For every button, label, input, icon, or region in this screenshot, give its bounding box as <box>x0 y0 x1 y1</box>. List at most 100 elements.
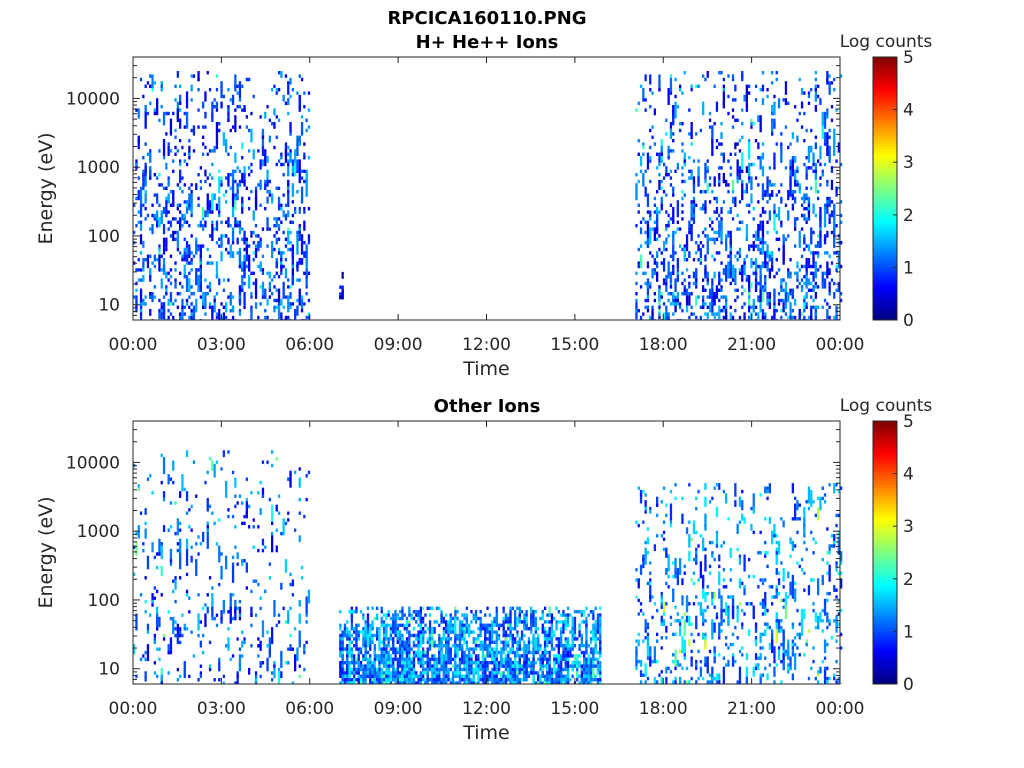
spectrogram-cell <box>823 210 827 228</box>
spectrogram-cell <box>835 639 838 643</box>
spectrogram-cell <box>729 312 732 320</box>
spectrogram-cell <box>199 261 202 265</box>
spectrogram-cell <box>169 292 173 303</box>
spectrogram-cell <box>289 305 292 309</box>
spectrogram-cell <box>248 196 251 201</box>
spectrogram-cell <box>653 268 656 272</box>
spectrogram-cell <box>695 663 698 667</box>
spectrogram-cell <box>135 268 138 272</box>
spectrogram-cell <box>672 298 675 303</box>
spectrogram-cell <box>532 678 535 682</box>
spectrogram-cell <box>727 111 730 116</box>
spectrogram-cell <box>674 619 677 623</box>
spectrogram-cell <box>275 135 278 139</box>
spectrogram-cell <box>720 278 723 282</box>
spectrogram-cell <box>761 152 765 160</box>
spectrogram-cell <box>227 508 230 512</box>
spectrogram-cell <box>662 619 666 626</box>
spectrogram-cell <box>144 674 147 682</box>
spectrogram-cell <box>692 602 696 606</box>
spectrogram-cell <box>282 213 285 218</box>
spectrogram-cell <box>718 166 721 170</box>
spectrogram-cell <box>752 217 755 221</box>
spectrogram-cell <box>158 254 161 272</box>
spectrogram-cell <box>791 309 794 313</box>
spectrogram-cell <box>557 667 560 672</box>
spectrogram-cell <box>137 268 140 272</box>
spectrogram-cell <box>766 302 769 306</box>
spectrogram-cell <box>642 98 645 102</box>
spectrogram-cell <box>378 647 381 651</box>
spectrogram-cell <box>539 678 542 682</box>
spectrogram-cell <box>807 94 811 99</box>
spectrogram-cell <box>271 241 274 258</box>
spectrogram-cell <box>440 613 443 624</box>
spectrogram-cell <box>708 224 712 228</box>
spectrogram-cell <box>447 640 450 644</box>
spectrogram-cell <box>560 678 563 682</box>
spectrogram-cell <box>706 166 709 170</box>
spectrogram-cell <box>183 247 186 252</box>
spectrogram-cell <box>810 295 813 299</box>
spectrogram-cell <box>156 258 159 262</box>
spectrogram-cell <box>810 309 813 320</box>
spectrogram-cell <box>176 305 179 309</box>
spectrogram-cell <box>692 312 696 316</box>
spectrogram-cell <box>137 108 140 119</box>
spectrogram-cell <box>165 132 168 136</box>
spectrogram-cell <box>160 105 163 109</box>
spectrogram-cell <box>596 661 600 665</box>
spectrogram-cell <box>190 285 193 289</box>
spectrogram-cell <box>738 581 742 589</box>
spectrogram-cell <box>231 227 235 231</box>
spectrogram-cell <box>472 650 475 655</box>
spectrogram-cell <box>830 636 834 640</box>
spectrogram-cell <box>275 528 278 532</box>
spectrogram-cell <box>731 196 735 204</box>
spectrogram-cell <box>339 664 342 668</box>
spectrogram-cell <box>507 616 510 621</box>
spectrogram-cell <box>715 207 719 211</box>
spectrogram-cell <box>428 678 432 682</box>
spectrogram-cell <box>583 671 586 675</box>
spectrogram-cell <box>139 278 143 282</box>
spectrogram-cell <box>282 210 285 214</box>
spectrogram-cell <box>162 111 166 126</box>
spectrogram-cell <box>814 213 817 218</box>
spectrogram-cell <box>784 653 788 657</box>
spectrogram-cell <box>149 312 152 316</box>
spectrogram-cell <box>497 627 501 631</box>
spectrogram-cell <box>780 642 783 647</box>
spectrogram-cell <box>424 667 427 672</box>
spectrogram-cell <box>803 217 806 221</box>
spectrogram-cell <box>729 578 732 582</box>
spectrogram-cell <box>745 84 748 102</box>
spectrogram-cell <box>218 244 221 248</box>
spectrogram-cell <box>484 647 487 651</box>
spectrogram-cell <box>706 183 709 194</box>
spectrogram-cell <box>282 305 285 309</box>
spectrogram-cell <box>229 173 232 177</box>
spectrogram-cell <box>376 630 379 634</box>
spectrogram-cell <box>139 203 143 218</box>
spectrogram-cell <box>158 298 161 303</box>
spectrogram-cell <box>339 681 342 684</box>
spectrogram-cell <box>378 644 381 648</box>
spectrogram-cell <box>282 281 285 299</box>
spectrogram-cell <box>768 517 771 524</box>
spectrogram-cell <box>415 633 418 638</box>
spectrogram-cell <box>704 234 707 238</box>
spectrogram-cell <box>146 644 150 662</box>
spectrogram-cell <box>527 671 531 675</box>
spectrogram-cell <box>569 650 572 655</box>
spectrogram-cell <box>750 602 753 606</box>
spectrogram-cell <box>658 234 661 238</box>
spectrogram-cell <box>812 251 815 265</box>
spectrogram-cell <box>491 640 494 644</box>
spectrogram-cell <box>463 640 466 644</box>
spectrogram-cell <box>660 186 663 190</box>
spectrogram-cell <box>303 220 306 231</box>
spectrogram-cell <box>656 261 659 269</box>
spectrogram-cell <box>676 659 679 667</box>
spectrogram-cell <box>245 77 248 82</box>
